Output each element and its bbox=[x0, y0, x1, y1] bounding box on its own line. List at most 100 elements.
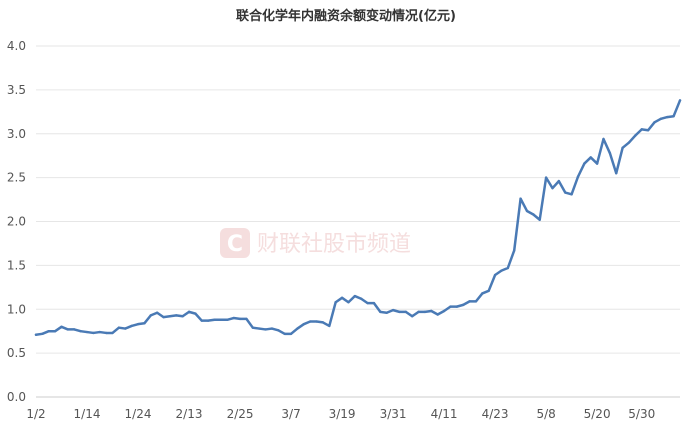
data-point bbox=[519, 197, 522, 200]
data-point bbox=[404, 310, 408, 314]
data-point bbox=[353, 294, 357, 298]
watermark-text: 财联社股市频道 bbox=[257, 232, 411, 257]
data-point bbox=[442, 309, 446, 313]
data-point bbox=[576, 175, 580, 178]
data-point bbox=[487, 289, 490, 293]
chart-title: 联合化学年内融资余额变动情况(亿元) bbox=[236, 8, 456, 24]
data-point bbox=[659, 117, 663, 121]
y-tick-label: 0.5 bbox=[7, 346, 26, 360]
data-point bbox=[200, 319, 203, 322]
data-point bbox=[226, 318, 229, 321]
y-tick-label: 0.0 bbox=[7, 390, 26, 404]
data-point bbox=[162, 315, 165, 319]
data-point bbox=[532, 213, 535, 216]
y-tick-label: 2.5 bbox=[7, 171, 26, 185]
x-tick-label: 2/25 bbox=[227, 407, 254, 421]
data-point bbox=[34, 333, 38, 336]
data-point bbox=[359, 297, 363, 300]
x-tick-label: 5/20 bbox=[584, 407, 611, 421]
data-point bbox=[474, 300, 478, 303]
data-point bbox=[595, 162, 599, 165]
data-point bbox=[264, 328, 267, 331]
data-point bbox=[79, 329, 82, 333]
data-point bbox=[257, 327, 261, 330]
data-point bbox=[47, 329, 50, 333]
data-point bbox=[104, 331, 108, 335]
data-point bbox=[411, 315, 414, 318]
data-point bbox=[678, 99, 682, 102]
data-point bbox=[73, 328, 76, 331]
data-point bbox=[328, 324, 331, 328]
x-tick-label: 3/19 bbox=[329, 407, 356, 421]
y-tick-label: 3.5 bbox=[7, 83, 26, 97]
data-point bbox=[60, 325, 63, 328]
data-point bbox=[462, 303, 465, 307]
data-point bbox=[175, 314, 178, 317]
y-tick-label: 4.0 bbox=[7, 39, 26, 53]
data-point bbox=[398, 310, 401, 314]
data-point bbox=[347, 301, 350, 304]
data-point bbox=[608, 151, 612, 155]
data-point bbox=[136, 322, 140, 326]
data-point bbox=[245, 317, 248, 321]
data-point bbox=[143, 322, 146, 325]
data-point bbox=[423, 310, 427, 314]
data-point bbox=[117, 326, 121, 329]
data-point bbox=[589, 156, 592, 159]
series-line bbox=[34, 99, 682, 336]
data-point bbox=[493, 273, 497, 277]
data-point bbox=[289, 332, 293, 336]
data-point bbox=[379, 310, 382, 314]
data-point bbox=[513, 249, 516, 252]
data-point bbox=[666, 115, 669, 119]
y-axis-ticks: 0.0 0.5 1.0 1.5 2.0 2.5 3.0 3.5 4.0 bbox=[7, 39, 26, 404]
data-point bbox=[468, 300, 471, 303]
y-tick-label: 3.0 bbox=[7, 127, 26, 141]
x-tick-label: 4/11 bbox=[431, 407, 458, 421]
data-point bbox=[391, 308, 395, 312]
y-tick-label: 1.0 bbox=[7, 302, 26, 316]
data-point bbox=[92, 331, 95, 335]
data-point bbox=[41, 332, 44, 336]
data-point bbox=[640, 128, 643, 131]
data-point bbox=[155, 311, 159, 314]
x-tick-label: 4/23 bbox=[482, 407, 509, 421]
data-point bbox=[206, 319, 210, 322]
data-point bbox=[500, 269, 503, 272]
data-point bbox=[430, 309, 433, 313]
data-point bbox=[417, 310, 420, 314]
watermark-logo-glyph: C bbox=[227, 232, 243, 257]
y-tick-label: 1.5 bbox=[7, 258, 26, 272]
data-point bbox=[551, 186, 554, 190]
data-point bbox=[187, 310, 191, 314]
data-point bbox=[634, 134, 637, 137]
x-tick-label: 1/14 bbox=[74, 407, 101, 421]
data-point bbox=[564, 191, 567, 194]
x-tick-label: 3/7 bbox=[281, 407, 300, 421]
data-point bbox=[583, 162, 586, 165]
data-point bbox=[232, 316, 235, 320]
data-point bbox=[340, 296, 344, 300]
grid-lines bbox=[36, 45, 680, 354]
data-point bbox=[181, 315, 184, 318]
data-point bbox=[219, 318, 223, 321]
data-point bbox=[283, 332, 286, 336]
data-point bbox=[372, 301, 376, 305]
data-point bbox=[168, 315, 172, 318]
data-point bbox=[506, 266, 510, 270]
data-point bbox=[111, 331, 114, 335]
data-point bbox=[98, 330, 101, 334]
x-tick-label: 1/24 bbox=[125, 407, 152, 421]
data-point bbox=[602, 137, 605, 141]
data-point bbox=[525, 209, 529, 213]
data-point bbox=[321, 321, 325, 324]
series-group bbox=[34, 99, 682, 336]
data-point bbox=[385, 311, 388, 314]
data-point bbox=[627, 141, 631, 144]
data-point bbox=[149, 314, 152, 317]
x-tick-label: 3/31 bbox=[380, 407, 407, 421]
data-point bbox=[270, 327, 274, 330]
x-tick-label: 5/30 bbox=[628, 407, 655, 421]
data-point bbox=[213, 318, 216, 321]
data-point bbox=[238, 317, 242, 321]
